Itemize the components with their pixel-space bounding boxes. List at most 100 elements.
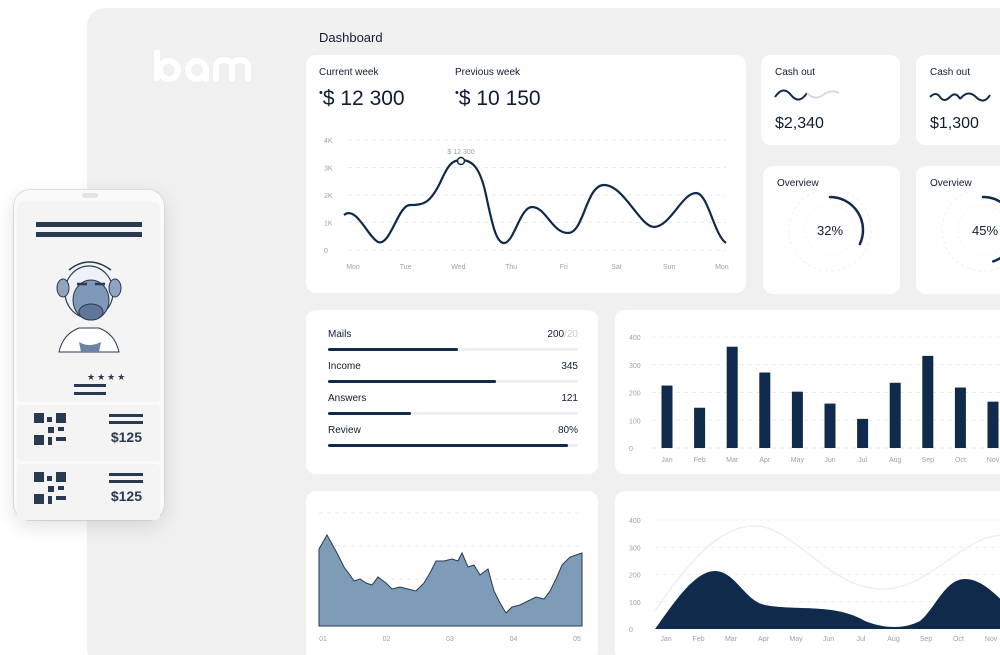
previous-week-value: •$ 10 150 bbox=[455, 87, 541, 110]
qr-code-icon bbox=[34, 472, 66, 504]
x-tick-label: May bbox=[791, 457, 805, 464]
qr-code-icon bbox=[34, 413, 66, 445]
bar bbox=[889, 382, 901, 448]
x-tick-label: Mar bbox=[725, 636, 738, 643]
stat-progress-track bbox=[328, 444, 578, 447]
ticket-1[interactable]: $125 bbox=[17, 405, 160, 461]
bar bbox=[954, 387, 966, 448]
bam-logo bbox=[154, 50, 251, 82]
x-tick-label: Apr bbox=[758, 636, 770, 643]
stat-progress-fill bbox=[328, 444, 568, 447]
stat-value: 121 bbox=[561, 393, 578, 404]
phone-mockup: ★★★★ $125 $125 bbox=[14, 190, 164, 520]
y-tick-label: 400 bbox=[629, 335, 641, 342]
stat-progress-fill bbox=[328, 348, 458, 351]
y-tick-label: 100 bbox=[629, 600, 641, 607]
rating-stars: ★★★★ bbox=[87, 372, 128, 382]
ring-progress-arc bbox=[828, 195, 865, 246]
current-week-value: •$ 12 300 bbox=[319, 87, 405, 110]
stat-progress-fill bbox=[328, 380, 496, 383]
background-wave bbox=[654, 525, 1000, 612]
overview-card-2: Overview 45% bbox=[916, 166, 1000, 294]
ring-guide bbox=[788, 192, 872, 272]
stats-card: Mails 200/20 Income 345 Answers 121 Revi… bbox=[306, 310, 598, 474]
x-tick-label: 05 bbox=[573, 636, 581, 643]
cash-out-value: $2,340 bbox=[775, 115, 824, 132]
x-tick-label: Jun bbox=[824, 457, 835, 464]
ticket-line bbox=[109, 473, 143, 476]
x-tick-label: Fri bbox=[560, 264, 569, 271]
bar bbox=[987, 401, 999, 448]
stat-value: 80% bbox=[557, 425, 578, 436]
stat-label: Mails bbox=[328, 329, 352, 340]
ticket-line bbox=[109, 480, 143, 483]
x-tick-label: Jan bbox=[660, 636, 671, 643]
navy-wave-chart: 400 300 200 100 0 Jan Feb Mar Apr May Jun Jul Aug Sep… bbox=[629, 518, 1000, 643]
series-line bbox=[343, 158, 727, 245]
x-tick-label: Wed bbox=[451, 264, 465, 271]
cash-out-sparkline bbox=[774, 89, 840, 101]
x-tick-label: Apr bbox=[759, 457, 771, 464]
ring-guide bbox=[804, 204, 856, 256]
x-tick-label: Sep bbox=[922, 457, 935, 464]
x-tick-label: Jan bbox=[661, 457, 672, 464]
y-tick-label: 0 bbox=[629, 446, 633, 453]
y-tick-label: 300 bbox=[629, 545, 641, 552]
y-tick-label: 2K bbox=[324, 193, 333, 200]
cash-out-sparkline bbox=[929, 92, 991, 102]
cash-out-card-2: Cash out $1,300 bbox=[916, 55, 1000, 145]
overview-ring-chart bbox=[788, 192, 872, 272]
x-tick-label: Thu bbox=[505, 264, 517, 271]
cash-out-value: $1,300 bbox=[930, 115, 979, 132]
overview-label: Overview bbox=[777, 178, 819, 189]
y-tick-label: 1K bbox=[324, 221, 333, 228]
area-series bbox=[318, 533, 583, 627]
bar bbox=[759, 372, 771, 448]
y-tick-label: 200 bbox=[629, 391, 641, 398]
x-tick-label: Jul bbox=[858, 457, 867, 464]
divider-line bbox=[74, 392, 106, 395]
steel-area-chart: 01 02 03 04 05 bbox=[318, 512, 583, 643]
peak-label: $ 12 300 bbox=[447, 149, 474, 156]
bar bbox=[824, 403, 836, 448]
stat-progress-track bbox=[328, 380, 578, 383]
bar bbox=[857, 418, 869, 448]
wave-chart-card: 400 300 200 100 0 Jan Feb Mar Apr May Jun Jul Aug Sep… bbox=[615, 491, 1000, 655]
ticket-line bbox=[109, 421, 143, 424]
x-tick-label: Tue bbox=[400, 264, 412, 271]
x-tick-label: Aug bbox=[887, 636, 900, 643]
area-chart-card: 01 02 03 04 05 bbox=[306, 491, 598, 655]
y-tick-label: 0 bbox=[629, 627, 633, 634]
y-tick-label: 300 bbox=[629, 363, 641, 370]
overview-label: Overview bbox=[930, 178, 972, 189]
ticket-2[interactable]: $125 bbox=[17, 464, 160, 520]
x-tick-label: Sep bbox=[920, 636, 933, 643]
ape-avatar-image bbox=[56, 261, 122, 353]
x-tick-label: Sun bbox=[663, 264, 676, 271]
ticket-price: $125 bbox=[110, 429, 142, 445]
ring-guide bbox=[941, 192, 1000, 272]
ticket-line bbox=[109, 414, 143, 417]
bar bbox=[922, 355, 934, 448]
phone-notch bbox=[82, 193, 98, 198]
cash-out-label: Cash out bbox=[775, 67, 816, 78]
y-tick-label: 100 bbox=[629, 418, 641, 425]
x-tick-label: Oct bbox=[955, 457, 966, 464]
ring-progress-arc bbox=[981, 195, 1000, 263]
weekly-line-chart: 4K 3K 2K 1K 0 Mon Tue Wed Thu Fri Sat Sun Mon $ 12 30… bbox=[324, 138, 729, 271]
x-tick-label: Sat bbox=[611, 264, 622, 271]
x-tick-label: Jun bbox=[823, 636, 834, 643]
monthly-bar-chart: 400 300 200 100 0 Jan Feb Mar Apr May Jun Jul Aug Sep… bbox=[629, 335, 1000, 464]
x-tick-label: 04 bbox=[510, 636, 518, 643]
ticket-price: $125 bbox=[110, 488, 142, 504]
stat-label: Income bbox=[328, 361, 361, 372]
cash-out-label: Cash out bbox=[930, 67, 971, 78]
previous-week-label: Previous week bbox=[455, 67, 521, 78]
x-tick-label: Mon bbox=[346, 264, 360, 271]
overview-percent: 32% bbox=[816, 223, 844, 238]
x-tick-label: 03 bbox=[446, 636, 454, 643]
bar bbox=[661, 385, 673, 448]
title-line bbox=[36, 222, 142, 227]
y-tick-label: 3K bbox=[324, 166, 333, 173]
